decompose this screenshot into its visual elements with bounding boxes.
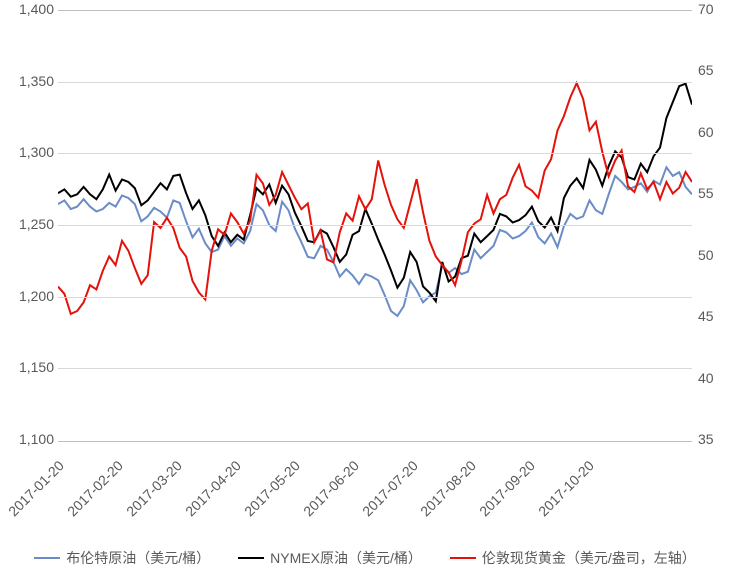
ytick-left: 1,400 <box>4 1 54 17</box>
ytick-right: 55 <box>698 185 728 201</box>
legend-label-gold: 伦敦现货黄金（美元/盎司，左轴） <box>482 548 696 568</box>
xtick: 2017-08-20 <box>417 457 479 519</box>
legend-swatch-nymex <box>238 557 264 560</box>
ytick-right: 40 <box>698 370 728 386</box>
xtick: 2017-02-20 <box>64 457 126 519</box>
xtick: 2017-01-20 <box>5 457 67 519</box>
xtick: 2017-06-20 <box>300 457 362 519</box>
ytick-right: 50 <box>698 247 728 263</box>
legend-swatch-brent <box>34 557 60 560</box>
ytick-right: 35 <box>698 431 728 447</box>
legend-label-nymex: NYMEX原油（美元/桶） <box>270 548 422 568</box>
legend: 布伦特原油（美元/桶） NYMEX原油（美元/桶） 伦敦现货黄金（美元/盎司，左… <box>0 548 730 568</box>
legend-item-nymex: NYMEX原油（美元/桶） <box>238 548 422 568</box>
legend-item-brent: 布伦特原油（美元/桶） <box>34 548 210 568</box>
gridline <box>58 297 692 298</box>
ytick-left: 1,100 <box>4 431 54 447</box>
ytick-left: 1,150 <box>4 359 54 375</box>
ytick-left: 1,250 <box>4 216 54 232</box>
ytick-left: 1,350 <box>4 73 54 89</box>
ytick-right: 70 <box>698 1 728 17</box>
ytick-right: 60 <box>698 124 728 140</box>
xtick: 2017-03-20 <box>123 457 185 519</box>
xtick: 2017-07-20 <box>359 457 421 519</box>
xtick: 2017-10-20 <box>535 457 597 519</box>
gridline <box>58 82 692 83</box>
legend-label-brent: 布伦特原油（美元/桶） <box>66 548 210 568</box>
commodity-price-chart: 布伦特原油（美元/桶） NYMEX原油（美元/桶） 伦敦现货黄金（美元/盎司，左… <box>0 0 730 576</box>
xtick: 2017-05-20 <box>241 457 303 519</box>
xtick: 2017-04-20 <box>182 457 244 519</box>
gridline <box>58 368 692 369</box>
ytick-right: 65 <box>698 62 728 78</box>
series-nymex <box>58 84 692 302</box>
ytick-left: 1,200 <box>4 288 54 304</box>
gridline <box>58 225 692 226</box>
legend-swatch-gold <box>450 557 476 560</box>
series-brent <box>58 167 692 316</box>
legend-item-gold: 伦敦现货黄金（美元/盎司，左轴） <box>450 548 696 568</box>
gridline <box>58 153 692 154</box>
xtick: 2017-09-20 <box>476 457 538 519</box>
ytick-left: 1,300 <box>4 144 54 160</box>
ytick-right: 45 <box>698 308 728 324</box>
